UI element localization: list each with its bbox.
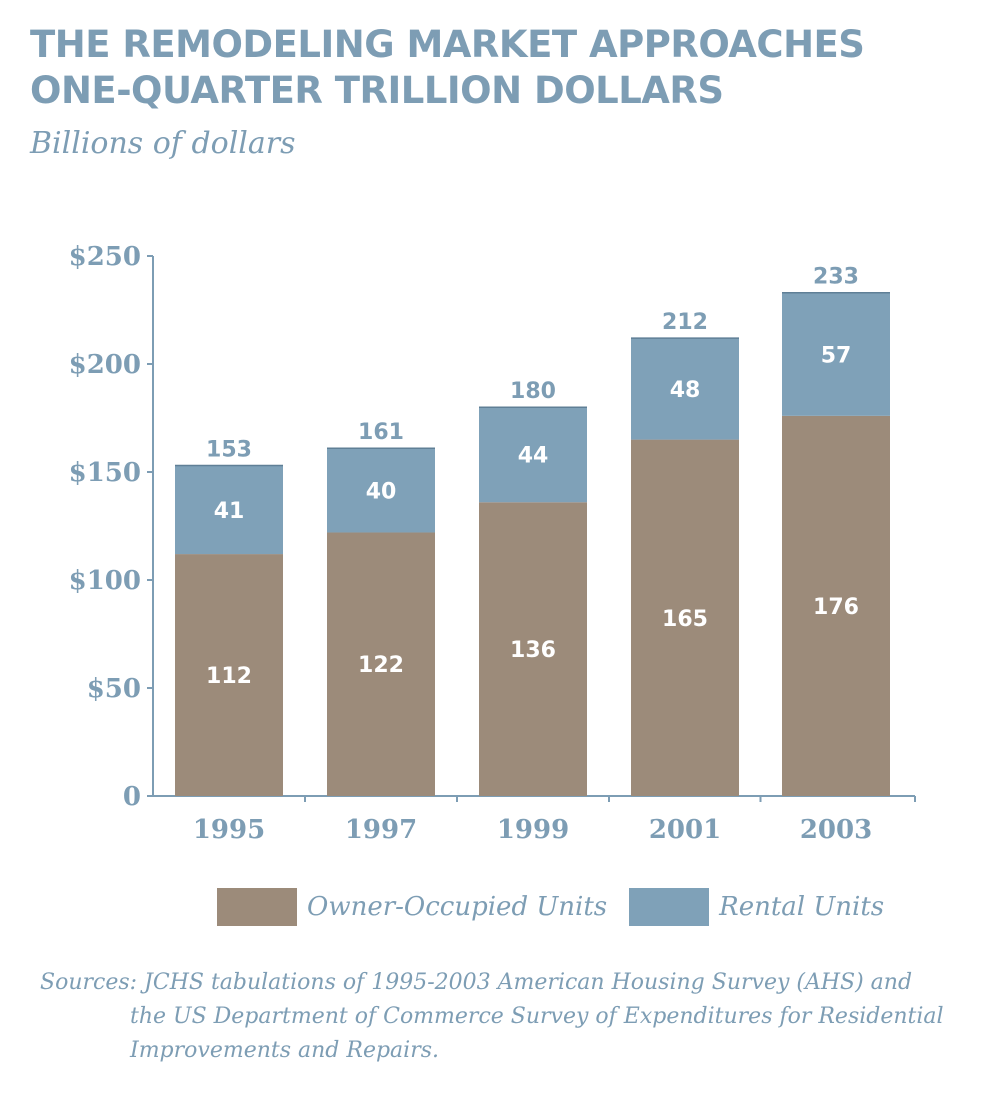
legend: Owner-Occupied Units Rental Units: [217, 888, 906, 926]
x-tick-label: 2003: [800, 815, 872, 845]
data-label-total: 212: [662, 310, 708, 335]
bar-owner-occupied: [327, 532, 435, 796]
data-label-total: 233: [813, 265, 859, 290]
y-tick-label: $250: [69, 242, 141, 272]
chart-title-line-2: ONE-QUARTER TRILLION DOLLARS: [30, 69, 724, 112]
legend-item-rental: Rental Units: [629, 888, 884, 926]
source-line-3: Improvements and Repairs.: [130, 1038, 439, 1063]
data-label-total: 153: [206, 438, 252, 463]
data-label-rental: 40: [366, 479, 397, 504]
data-label-owner: 112: [206, 664, 252, 689]
bar-rental: [782, 292, 890, 416]
legend-item-owner: Owner-Occupied Units: [217, 888, 607, 926]
x-tick-label: 2001: [649, 815, 721, 845]
y-tick-label: $100: [69, 566, 141, 596]
chart-title: THE REMODELING MARKET APPROACHES ONE-QUA…: [30, 22, 990, 114]
y-tick-label: $50: [87, 674, 141, 704]
bar-rental: [327, 448, 435, 533]
data-label-owner: 136: [510, 638, 556, 663]
stacked-bar-chart: 0 $50 $100 $150 $200 $250 112 41 153 1995 122 40 161…: [69, 242, 916, 845]
y-tick-label: $150: [69, 458, 141, 488]
legend-swatch-rental: [629, 888, 710, 926]
bar-rental: [479, 407, 587, 503]
legend-label-owner: Owner-Occupied Units: [307, 892, 608, 922]
data-label-total: 161: [358, 420, 404, 445]
bar-rental: [631, 338, 739, 440]
y-tick-label: $200: [69, 350, 141, 380]
data-label-owner: 165: [662, 607, 708, 632]
data-label-rental: 48: [670, 378, 701, 403]
bar-owner-occupied: [479, 502, 587, 796]
chart-subtitle: Billions of dollars: [30, 126, 296, 161]
bar-owner-occupied: [782, 415, 890, 796]
bar-owner-occupied: [175, 554, 283, 796]
legend-swatch-owner: [217, 888, 297, 926]
source-note: Sources: JCHS tabulations of 1995-2003 A…: [40, 966, 980, 1068]
chart-title-line-1: THE REMODELING MARKET APPROACHES: [30, 23, 865, 66]
legend-label-rental: Rental Units: [719, 892, 885, 922]
bar-rental: [175, 465, 283, 555]
data-label-total: 180: [510, 379, 556, 404]
data-label-rental: 41: [214, 499, 245, 524]
source-line-2: the US Department of Commerce Survey of …: [130, 1004, 944, 1029]
x-tick-label: 1999: [497, 815, 569, 845]
x-tick-label: 1995: [193, 815, 265, 845]
data-label-rental: 57: [821, 343, 852, 368]
y-tick-label: 0: [123, 782, 141, 812]
data-label-owner: 122: [358, 653, 404, 678]
x-tick-label: 1997: [345, 815, 417, 845]
bar-owner-occupied: [631, 439, 739, 796]
data-label-rental: 44: [518, 444, 549, 469]
source-line-1: Sources: JCHS tabulations of 1995-2003 A…: [40, 970, 913, 995]
data-label-owner: 176: [813, 595, 859, 620]
